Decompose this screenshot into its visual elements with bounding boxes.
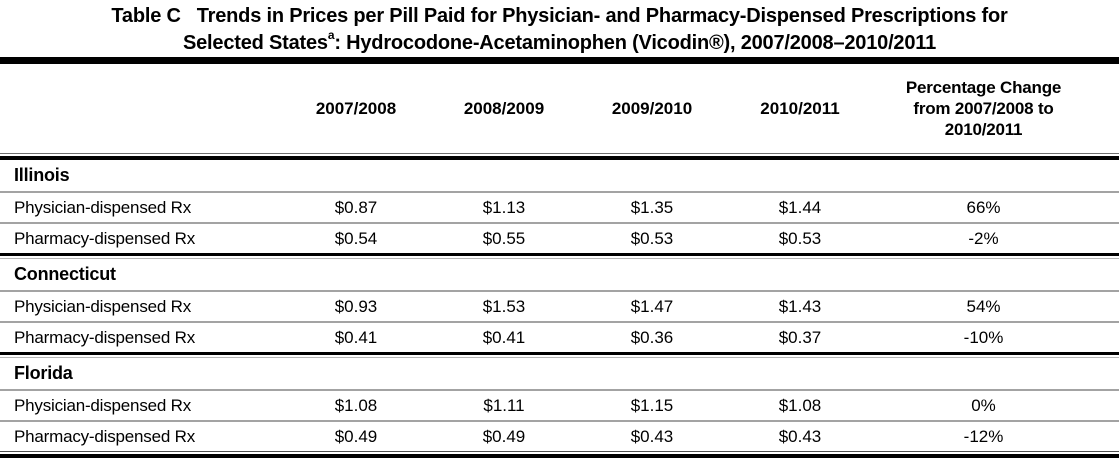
price-cell: $1.08 — [778, 395, 822, 415]
state-row-illinois: Illinois — [0, 160, 1119, 191]
section-divider — [0, 253, 1119, 259]
price-cell: $1.53 — [482, 296, 526, 316]
pct-change-cell: 0% — [971, 395, 996, 415]
state-name: Connecticut — [14, 264, 116, 284]
price-cell: $0.41 — [334, 327, 378, 347]
price-cell: $0.53 — [778, 228, 822, 248]
header-percentage-change-line1: Percentage Change — [905, 78, 1062, 97]
price-cell: $0.55 — [482, 228, 526, 248]
table-title-line1: Table C Trends in Prices per Pill Paid fo… — [0, 3, 1119, 30]
table-row: Pharmacy-dispensed Rx $0.54 $0.55 $0.53 … — [0, 224, 1119, 253]
pct-change-cell: 54% — [966, 296, 1001, 316]
header-year-2010-2011: 2010/2011 — [760, 98, 840, 118]
price-cell: $1.15 — [630, 395, 674, 415]
footnote-marker-a: a — [327, 28, 335, 43]
price-cell: $0.49 — [334, 426, 378, 446]
state-name: Illinois — [14, 165, 70, 185]
table-row: Physician-dispensed Rx $0.93 $1.53 $1.47… — [0, 292, 1119, 321]
column-header-row: 2007/2008 2008/2009 2009/2010 2010/2011 … — [0, 64, 1119, 153]
table-row: Pharmacy-dispensed Rx $0.49 $0.49 $0.43 … — [0, 422, 1119, 451]
state-row-connecticut: Connecticut — [0, 259, 1119, 290]
header-year-2008-2009: 2008/2009 — [463, 98, 545, 118]
row-label: Pharmacy-dispensed Rx — [14, 327, 195, 347]
price-cell: $0.93 — [334, 296, 378, 316]
row-divider — [0, 321, 1119, 323]
table-row: Pharmacy-dispensed Rx $0.41 $0.41 $0.36 … — [0, 323, 1119, 352]
header-year-2007-2008: 2007/2008 — [315, 98, 397, 118]
row-label: Physician-dispensed Rx — [14, 395, 192, 415]
row-divider — [0, 290, 1119, 292]
price-cell: $0.43 — [630, 426, 674, 446]
row-label: Pharmacy-dispensed Rx — [14, 426, 195, 446]
price-cell: $0.36 — [630, 327, 674, 347]
row-divider — [0, 389, 1119, 391]
pct-change-cell: -12% — [963, 426, 1004, 446]
table-title: Table C Trends in Prices per Pill Paid fo… — [0, 0, 1119, 57]
header-percentage-change: Percentage Change from 2007/2008 to 2010… — [874, 77, 1119, 140]
header-percentage-change-line2: from 2007/2008 to — [913, 99, 1054, 118]
table-title-line2: Selected Statesa: Hydrocodone-Acetaminop… — [0, 28, 1119, 57]
row-label: Pharmacy-dispensed Rx — [14, 228, 195, 248]
price-cell: $1.43 — [778, 296, 822, 316]
price-cell: $1.11 — [483, 395, 525, 415]
price-cell: $0.49 — [482, 426, 526, 446]
row-label: Physician-dispensed Rx — [14, 296, 192, 316]
table-bottom-divider — [0, 451, 1119, 458]
price-cell: $0.54 — [334, 228, 378, 248]
title-divider — [0, 57, 1119, 64]
table-title-line1-text: Trends in Prices per Pill Paid for Physi… — [196, 5, 1008, 27]
header-divider — [0, 153, 1119, 160]
table-row: Physician-dispensed Rx $0.87 $1.13 $1.35… — [0, 193, 1119, 222]
price-cell: $1.08 — [334, 395, 378, 415]
state-name: Florida — [14, 363, 73, 383]
price-cell: $1.13 — [482, 197, 526, 217]
row-divider — [0, 222, 1119, 224]
table-number-label: Table C — [111, 5, 181, 27]
header-year-2009-2010: 2009/2010 — [611, 98, 693, 118]
price-cell: $0.87 — [334, 197, 378, 217]
price-cell: $0.43 — [778, 426, 822, 446]
section-divider — [0, 352, 1119, 358]
price-cell: $1.47 — [630, 296, 674, 316]
price-cell: $0.53 — [630, 228, 674, 248]
header-percentage-change-line3: 2010/2011 — [944, 120, 1023, 139]
pct-change-cell: -10% — [963, 327, 1004, 347]
price-cell: $0.37 — [778, 327, 822, 347]
row-divider — [0, 420, 1119, 422]
table-title-line2-pre: Selected States — [182, 32, 328, 54]
row-label: Physician-dispensed Rx — [14, 197, 192, 217]
row-divider — [0, 191, 1119, 193]
pct-change-cell: 66% — [966, 197, 1001, 217]
state-row-florida: Florida — [0, 358, 1119, 389]
price-cell: $0.41 — [482, 327, 526, 347]
pct-change-cell: -2% — [968, 228, 999, 248]
price-cell: $1.35 — [630, 197, 674, 217]
price-cell: $1.44 — [778, 197, 822, 217]
table-title-line2-post: : Hydrocodone-Acetaminophen (Vicodin®), … — [334, 32, 937, 54]
table-row: Physician-dispensed Rx $1.08 $1.11 $1.15… — [0, 391, 1119, 420]
